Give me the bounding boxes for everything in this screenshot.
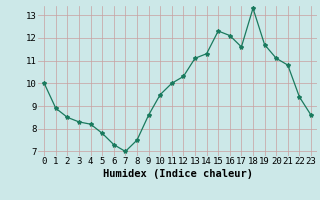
X-axis label: Humidex (Indice chaleur): Humidex (Indice chaleur): [103, 169, 252, 179]
